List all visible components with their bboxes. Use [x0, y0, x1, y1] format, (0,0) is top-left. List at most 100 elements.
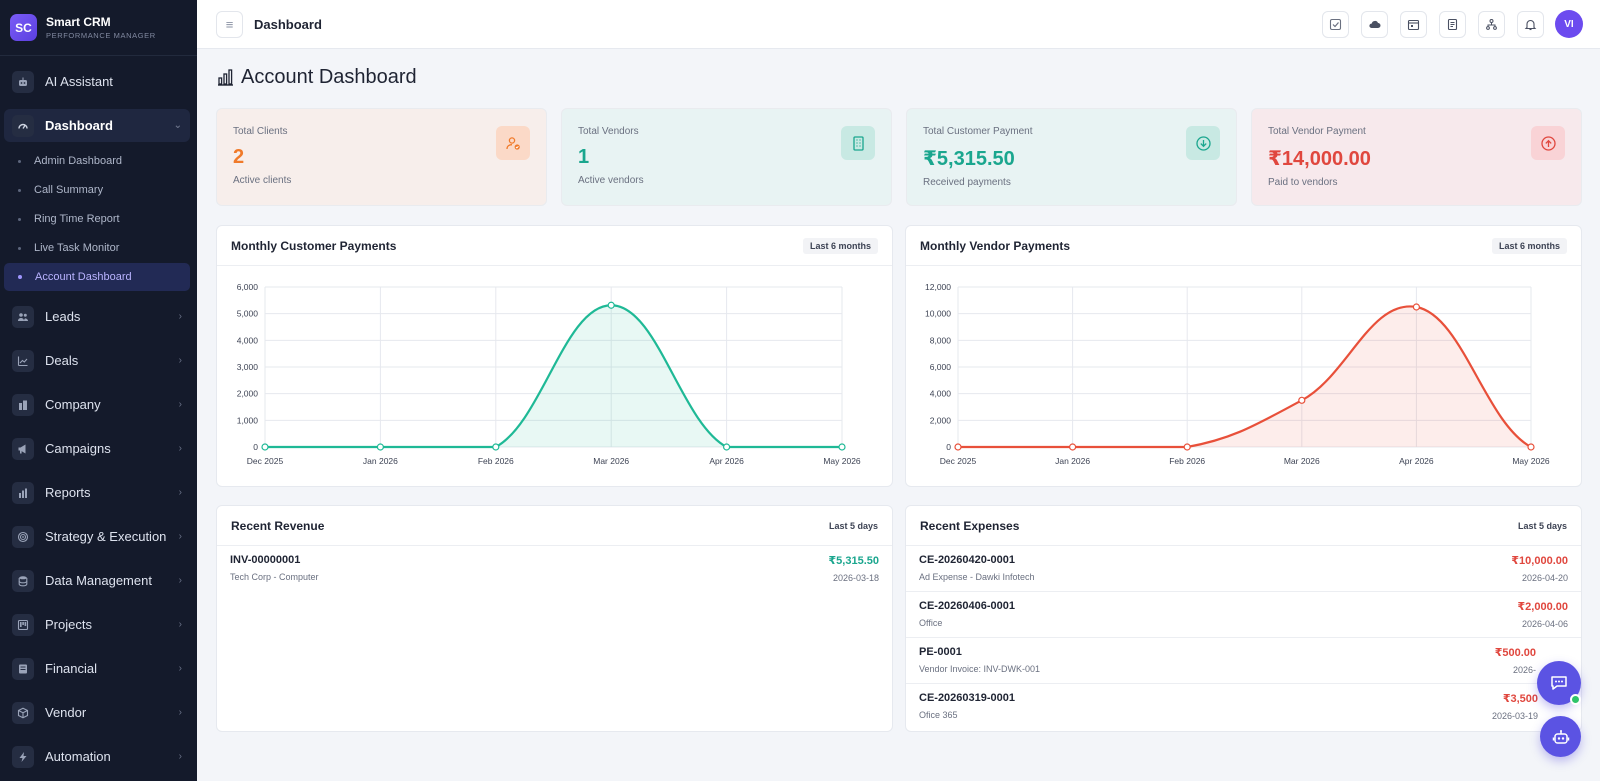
calendar-icon [1407, 19, 1420, 30]
sidebar-item-projects[interactable]: Projects › [4, 608, 190, 641]
chevron-right-icon: › [178, 355, 182, 366]
y-tick-label: 8,000 [930, 335, 952, 345]
expense-id: CE-20260406-0001 [919, 600, 1016, 612]
notes-button[interactable] [1439, 10, 1466, 38]
sidebar-item-leads[interactable]: Leads › [4, 300, 190, 333]
data-point[interactable] [607, 301, 615, 309]
period-badge[interactable]: Last 6 months [802, 237, 878, 254]
sidebar-item-data-management[interactable]: Data Management › [4, 564, 190, 597]
y-tick-label: 1,000 [237, 415, 259, 425]
chevron-right-icon: › [178, 531, 182, 542]
bullet-icon [18, 275, 22, 279]
sidebar-item-label: Strategy & Execution [45, 529, 167, 544]
submenu-live-task-monitor[interactable]: Live Task Monitor [4, 234, 190, 262]
sidebar-item-label: Automation [45, 749, 111, 764]
sidebar-item-label: Financial [45, 661, 98, 676]
users-icon [12, 305, 34, 328]
breadcrumb: Dashboard [254, 16, 322, 32]
chevron-right-icon: › [178, 707, 182, 718]
sidebar-item-deals[interactable]: Deals › [4, 344, 190, 377]
data-point[interactable] [1069, 443, 1077, 451]
calendar-button[interactable] [1400, 10, 1427, 38]
dashboard-submenu: Admin Dashboard Call Summary Ring Time R… [4, 147, 190, 291]
notifications-button[interactable] [1517, 10, 1544, 38]
stat-value: ₹14,000.00 [1268, 148, 1371, 170]
sidebar-item-vendor[interactable]: Vendor › [4, 696, 190, 729]
chevron-right-icon: › [178, 311, 182, 322]
sidebar-item-reports[interactable]: Reports › [4, 476, 190, 509]
y-tick-label: 10,000 [925, 309, 951, 319]
submenu-admin-dashboard[interactable]: Admin Dashboard [4, 147, 190, 175]
submenu-ring-time-report[interactable]: Ring Time Report [4, 205, 190, 233]
expense-row[interactable]: PE-0001 Vendor Invoice: INV-DWK-001 ₹500.… [906, 638, 1581, 684]
data-point[interactable] [954, 443, 962, 451]
org-chart-icon [1486, 18, 1497, 30]
sidebar-item-company[interactable]: Company › [4, 388, 190, 421]
sidebar-item-strategy[interactable]: Strategy & Execution › [4, 520, 190, 553]
sidebar-item-automation[interactable]: Automation › [4, 740, 190, 773]
org-chart-button[interactable] [1478, 10, 1505, 38]
expense-amount: ₹500.00 [1494, 647, 1536, 659]
submenu-account-dashboard[interactable]: Account Dashboard [4, 263, 190, 291]
sidebar-item-ai-assistant[interactable]: AI Assistant [4, 65, 190, 98]
customer-payments-card: Monthly Customer Payments Last 6 months … [216, 225, 893, 487]
avatar[interactable]: VI [1555, 10, 1583, 38]
expense-row[interactable]: CE-20260319-0001 Ofice 365 ₹3,500 2026-03-… [906, 684, 1581, 730]
stat-label: Total Customer Payment [923, 126, 1033, 137]
robot-icon [1552, 729, 1569, 744]
vendor-payments-card: Monthly Vendor Payments Last 6 months 0 2… [905, 225, 1582, 487]
revenue-row[interactable]: INV-00000001 Tech Corp - Computer ₹5,315… [217, 546, 892, 592]
topbar: ≡ Dashboard VI [197, 0, 1600, 49]
data-point[interactable] [492, 443, 500, 451]
data-point[interactable] [1527, 443, 1535, 451]
bullet-icon [18, 159, 21, 163]
sidebar-item-financial[interactable]: Financial › [4, 652, 190, 685]
expense-id: PE-0001 [919, 646, 962, 658]
x-tick-label: Feb 2026 [1169, 456, 1205, 466]
menu-toggle-button[interactable]: ≡ [216, 10, 243, 38]
bullet-icon [18, 188, 21, 192]
bar-chart-icon [12, 481, 34, 504]
expense-row[interactable]: CE-20260420-0001 Ad Expense - Dawki Infot… [906, 546, 1581, 592]
x-tick-label: Jan 2026 [363, 456, 398, 466]
period-badge[interactable]: Last 6 months [1491, 237, 1567, 254]
data-point[interactable] [261, 443, 269, 451]
arrow-down-circle-icon [1186, 126, 1220, 160]
stat-sub: Received payments [923, 177, 1011, 188]
expense-amount: ₹3,500 [1502, 693, 1538, 705]
chevron-right-icon: › [178, 575, 182, 586]
data-point[interactable] [1298, 396, 1306, 404]
x-tick-label: Mar 2026 [593, 456, 629, 466]
data-point[interactable] [838, 443, 846, 451]
brand-subtitle: PERFORMANCE MANAGER [46, 31, 156, 40]
data-point[interactable] [723, 443, 731, 451]
robot-icon [12, 70, 34, 93]
stat-card-customer-payment: Total Customer Payment ₹5,315.50 Receive… [906, 108, 1237, 206]
cloud-button[interactable] [1361, 10, 1388, 38]
page-title: Account Dashboard [216, 66, 417, 89]
data-point[interactable] [1183, 443, 1191, 451]
expense-row[interactable]: CE-20260406-0001 Office ₹2,000.00 2026-04-… [906, 592, 1581, 638]
data-point[interactable] [1412, 303, 1420, 311]
sidebar-item-campaigns[interactable]: Campaigns › [4, 432, 190, 465]
building-icon [841, 126, 875, 160]
stat-sub: Active vendors [578, 175, 644, 186]
brand[interactable]: SC Smart CRM PERFORMANCE MANAGER [0, 0, 197, 56]
recent-expenses-card: Recent Expenses Last 5 days CE-20260420-… [905, 505, 1582, 732]
ai-bot-button[interactable] [1540, 716, 1581, 757]
sidebar-item-label: AI Assistant [45, 74, 113, 89]
data-point[interactable] [376, 443, 384, 451]
expense-desc: Ofice 365 [919, 710, 958, 720]
invoice-desc: Tech Corp - Computer [230, 572, 319, 582]
trend-icon [12, 349, 34, 372]
submenu-label: Account Dashboard [35, 271, 132, 283]
submenu-label: Live Task Monitor [34, 242, 120, 254]
submenu-call-summary[interactable]: Call Summary [4, 176, 190, 204]
brand-logo: SC [10, 14, 37, 41]
sidebar-item-dashboard[interactable]: Dashboard ⌄ [4, 109, 190, 142]
chevron-right-icon: › [178, 663, 182, 674]
chart-grid: 0 2,000 4,000 6,000 8,000 10,000 12,000 Dec 202… [925, 282, 1550, 466]
bolt-icon [12, 745, 34, 768]
tasks-button[interactable] [1322, 10, 1349, 38]
expense-date: 2026-04-06 [1521, 619, 1568, 629]
